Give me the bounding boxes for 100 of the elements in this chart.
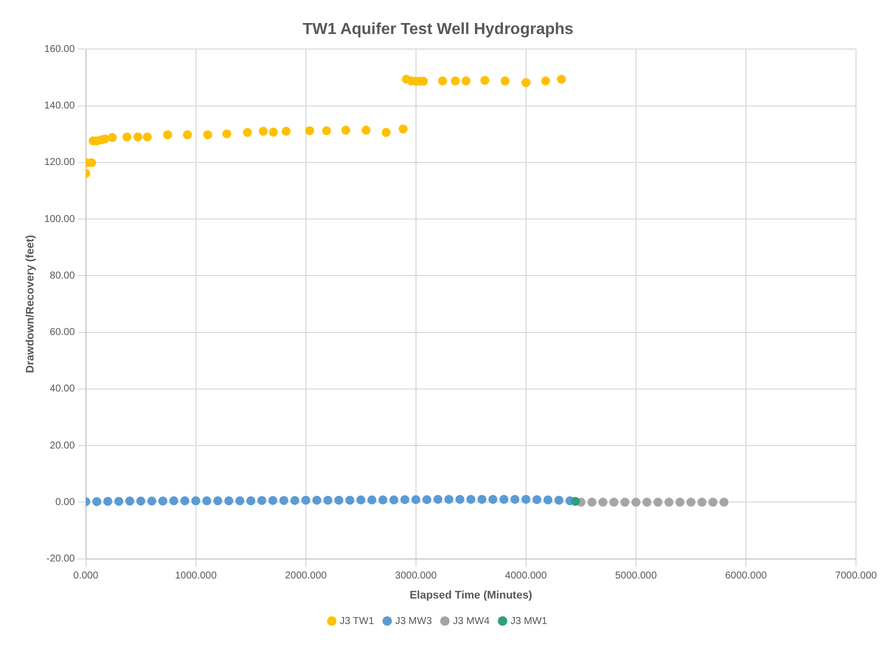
point xyxy=(554,496,564,505)
point xyxy=(480,76,490,85)
y-tick-label: 40.00 xyxy=(50,384,76,395)
x-tick-label: 7000.000 xyxy=(835,570,878,582)
point xyxy=(664,498,674,507)
x-axis-title: Elapsed Time (Minutes) xyxy=(410,589,533,602)
point xyxy=(500,76,510,86)
y-tick-label: 20.00 xyxy=(50,440,76,452)
point xyxy=(532,495,542,504)
point xyxy=(323,496,332,505)
point xyxy=(653,498,662,507)
point xyxy=(202,496,212,506)
y-tick-label: 140.00 xyxy=(44,100,76,112)
point xyxy=(246,496,256,506)
point xyxy=(180,496,190,506)
point xyxy=(268,128,278,137)
point xyxy=(169,496,178,506)
point xyxy=(191,496,200,506)
point xyxy=(367,495,376,504)
x-tick-label: 0.000 xyxy=(73,570,99,582)
point xyxy=(378,495,388,504)
point xyxy=(609,498,618,507)
point xyxy=(444,494,454,504)
point xyxy=(222,129,232,138)
point xyxy=(305,126,314,136)
point xyxy=(697,498,706,507)
point xyxy=(466,494,476,504)
point xyxy=(142,132,152,142)
point xyxy=(147,496,156,506)
y-tick-label: 80.00 xyxy=(50,270,76,282)
point xyxy=(114,496,124,506)
point xyxy=(631,498,640,507)
x-tick-label: 1000.000 xyxy=(174,570,218,582)
point xyxy=(455,494,464,504)
point xyxy=(422,495,432,504)
y-tick-label: 60.00 xyxy=(50,327,76,338)
point xyxy=(341,126,350,135)
point xyxy=(382,128,391,137)
point xyxy=(279,496,288,505)
point xyxy=(268,496,278,505)
point xyxy=(290,496,300,505)
point xyxy=(541,76,550,86)
point xyxy=(125,496,134,506)
point xyxy=(400,495,410,504)
point xyxy=(258,126,268,136)
point xyxy=(158,496,168,506)
point xyxy=(235,496,244,506)
point xyxy=(108,133,117,142)
point xyxy=(620,498,630,507)
point xyxy=(136,496,146,506)
point xyxy=(510,494,520,504)
x-tick-label: 3000.000 xyxy=(395,570,438,582)
legend-label: J3 MW1 xyxy=(510,616,548,627)
point xyxy=(477,494,486,504)
point xyxy=(708,498,718,507)
point xyxy=(488,494,498,504)
point xyxy=(398,124,408,134)
point xyxy=(213,496,222,506)
x-tick-label: 2000.000 xyxy=(284,570,328,582)
point xyxy=(163,130,172,140)
point xyxy=(182,130,192,140)
point xyxy=(345,496,354,505)
point xyxy=(103,496,112,506)
point xyxy=(719,498,728,507)
y-tick-label: 160.00 xyxy=(44,44,76,55)
point xyxy=(642,498,652,507)
point xyxy=(92,497,102,506)
point xyxy=(462,76,471,86)
x-tick-label: 6000.000 xyxy=(725,570,768,582)
point xyxy=(543,495,552,504)
x-tick-label: 4000.000 xyxy=(505,570,548,582)
point xyxy=(598,498,608,507)
point xyxy=(686,498,696,507)
point xyxy=(433,494,442,504)
point xyxy=(362,126,371,135)
x-tick-label: 5000.000 xyxy=(615,570,658,582)
legend-label: J3 TW1 xyxy=(340,616,374,627)
legend-label: J3 MW3 xyxy=(395,616,432,627)
point xyxy=(521,494,530,504)
point xyxy=(322,126,332,136)
point xyxy=(587,498,596,507)
point xyxy=(570,496,580,506)
point xyxy=(499,494,508,504)
point xyxy=(122,132,132,142)
point xyxy=(334,496,344,505)
point xyxy=(242,128,252,137)
point xyxy=(522,78,531,88)
point xyxy=(450,76,460,86)
point xyxy=(389,495,398,504)
point xyxy=(675,498,684,507)
point xyxy=(301,496,310,505)
point xyxy=(224,496,234,506)
y-tick-label: -20.00 xyxy=(46,554,76,565)
point xyxy=(203,130,212,140)
point xyxy=(282,126,291,136)
legend-label: J3 MW4 xyxy=(452,616,490,627)
point xyxy=(556,74,566,84)
point xyxy=(438,76,448,86)
y-tick-label: 120.00 xyxy=(44,157,76,168)
y-axis-title: Drawdown/Recovery (feet) xyxy=(24,234,37,374)
